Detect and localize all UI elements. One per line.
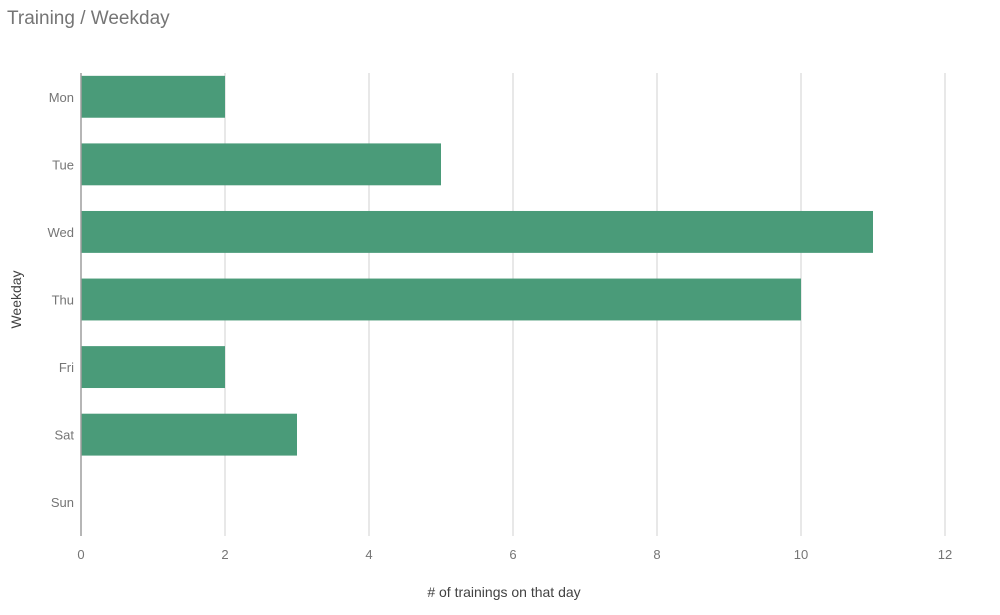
- y-tick-label: Tue: [52, 157, 74, 172]
- y-tick-label: Mon: [49, 90, 74, 105]
- bar-wed: [81, 210, 873, 253]
- bar-tue: [81, 143, 441, 186]
- x-tick-label: 6: [509, 547, 516, 562]
- bar-sat: [81, 413, 297, 456]
- x-tick-label: 4: [365, 547, 372, 562]
- x-tick-label: 0: [77, 547, 84, 562]
- chart-title: Training / Weekday: [7, 8, 170, 29]
- y-tick-labels: Mon Tue Wed Thu Fri Sat Sun: [48, 90, 75, 510]
- y-axis-label: Weekday: [8, 270, 24, 328]
- bars: [81, 75, 873, 456]
- x-tick-label: 8: [653, 547, 660, 562]
- x-tick-label: 12: [938, 547, 952, 562]
- y-tick-label: Sat: [54, 428, 74, 443]
- bar-thu: [81, 278, 801, 321]
- x-tick-labels: 0 2 4 6 8 10 12: [77, 547, 952, 562]
- x-axis-label: # of trainings on that day: [427, 584, 580, 600]
- y-tick-label: Wed: [48, 225, 75, 240]
- x-tick-label: 2: [221, 547, 228, 562]
- y-tick-label: Thu: [52, 293, 74, 308]
- bar-fri: [81, 346, 225, 389]
- x-tick-label: 10: [794, 547, 808, 562]
- y-tick-label: Fri: [59, 360, 74, 375]
- bar-mon: [81, 75, 225, 118]
- y-tick-label: Sun: [51, 495, 74, 510]
